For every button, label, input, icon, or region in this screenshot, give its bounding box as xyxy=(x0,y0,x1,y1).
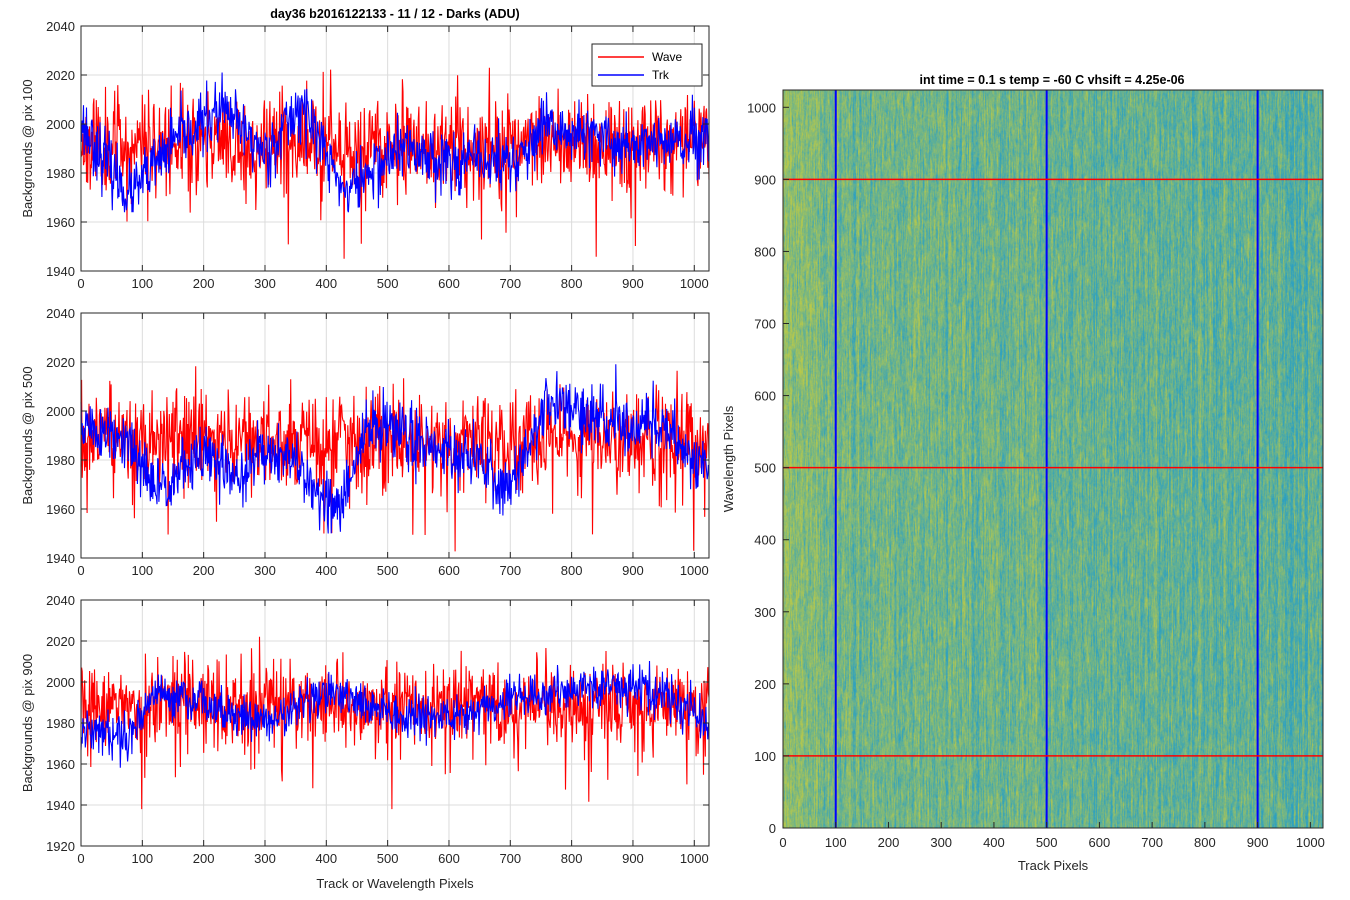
x-tick-label: 100 xyxy=(131,276,153,291)
series-line-trk xyxy=(80,660,710,768)
x-tick-label: 600 xyxy=(438,563,460,578)
x-tick-label: 500 xyxy=(1036,835,1058,850)
line-chart-pix-100: 0 100 200 300 400 500 600 700 800 900 1000 1940 1960… xyxy=(20,19,710,291)
y-tick-label: 2020 xyxy=(46,355,75,370)
y-tick-label: 2040 xyxy=(46,593,75,608)
x-axis-label: Track Pixels xyxy=(1018,858,1089,873)
y-tick-label: 1960 xyxy=(46,757,75,772)
y-tick-label: 100 xyxy=(754,749,776,764)
x-tick-label: 200 xyxy=(193,851,215,866)
x-tick-label: 100 xyxy=(131,563,153,578)
x-tick-label: 500 xyxy=(377,563,399,578)
legend-box xyxy=(591,43,703,87)
axes-frame xyxy=(80,312,710,559)
x-tick-label: 1000 xyxy=(1296,835,1325,850)
legend-label-wave: Wave xyxy=(652,50,683,64)
x-tick-label: 900 xyxy=(1247,835,1269,850)
axes-frame xyxy=(782,89,1324,829)
x-tick-label: 900 xyxy=(622,563,644,578)
x-tick-label: 900 xyxy=(622,851,644,866)
legend-label-trk: Trk xyxy=(652,68,670,82)
x-tick-label: 700 xyxy=(499,276,521,291)
y-tick-label: 2040 xyxy=(46,306,75,321)
heatmap-title: int time = 0.1 s temp = -60 C vhsift = 4… xyxy=(919,73,1184,87)
x-tick-label: 200 xyxy=(878,835,900,850)
x-tick-label: 400 xyxy=(315,563,337,578)
y-tick-label: 2000 xyxy=(46,117,75,132)
y-tick-label: 2020 xyxy=(46,68,75,83)
x-tick-label: 0 xyxy=(77,563,84,578)
x-tick-label: 800 xyxy=(561,276,583,291)
y-tick-label: 2040 xyxy=(46,19,75,34)
y-tick-label: 200 xyxy=(754,677,776,692)
y-tick-label: 1980 xyxy=(46,453,75,468)
axes-frame xyxy=(80,25,710,272)
figure-title: day36 b2016122133 - 11 / 12 - Darks (ADU… xyxy=(270,7,519,21)
y-tick-label: 2020 xyxy=(46,634,75,649)
y-axis-label: Wavelength Pixels xyxy=(721,405,736,512)
x-tick-label: 700 xyxy=(499,563,521,578)
y-tick-label: 500 xyxy=(754,461,776,476)
x-tick-label: 500 xyxy=(377,851,399,866)
y-axis-label: Backgrounds @ pix 900 xyxy=(20,654,35,792)
series-line-trk xyxy=(80,364,710,534)
x-tick-label: 800 xyxy=(561,851,583,866)
x-tick-label: 1000 xyxy=(680,851,709,866)
x-tick-label: 800 xyxy=(561,563,583,578)
x-axis-label: Track or Wavelength Pixels xyxy=(316,876,474,891)
heatmap-image xyxy=(783,90,1323,828)
x-tick-label: 100 xyxy=(131,851,153,866)
line-chart-pix-500: 0 100 200 300 400 500 600 700 800 900 1000 1940 1960… xyxy=(20,306,710,578)
x-tick-label: 300 xyxy=(930,835,952,850)
series-line-trk xyxy=(80,72,710,213)
y-tick-label: 800 xyxy=(754,244,776,259)
y-axis-label: Backgrounds @ pix 500 xyxy=(20,366,35,504)
y-tick-label: 0 xyxy=(769,821,776,836)
y-tick-label: 2000 xyxy=(46,404,75,419)
x-tick-label: 900 xyxy=(622,276,644,291)
y-tick-label: 1000 xyxy=(747,100,776,115)
x-tick-label: 600 xyxy=(438,851,460,866)
x-tick-label: 300 xyxy=(254,563,276,578)
y-tick-label: 1940 xyxy=(46,264,75,279)
x-tick-label: 400 xyxy=(315,276,337,291)
y-tick-label: 1960 xyxy=(46,502,75,517)
x-tick-label: 1000 xyxy=(680,276,709,291)
y-tick-label: 600 xyxy=(754,389,776,404)
y-tick-label: 2000 xyxy=(46,675,75,690)
y-tick-label: 1980 xyxy=(46,716,75,731)
x-tick-label: 700 xyxy=(1141,835,1163,850)
y-tick-label: 1940 xyxy=(46,551,75,566)
y-tick-label: 1920 xyxy=(46,839,75,854)
x-tick-label: 0 xyxy=(77,851,84,866)
x-tick-label: 800 xyxy=(1194,835,1216,850)
x-tick-label: 300 xyxy=(254,276,276,291)
x-tick-label: 400 xyxy=(315,851,337,866)
line-chart-pix-900: 0 100 200 300 400 500 600 700 800 900 1000 1920 1940… xyxy=(20,593,710,891)
x-tick-label: 1000 xyxy=(680,563,709,578)
y-tick-label: 400 xyxy=(754,533,776,548)
y-tick-label: 300 xyxy=(754,605,776,620)
x-tick-label: 100 xyxy=(825,835,847,850)
y-tick-label: 900 xyxy=(754,172,776,187)
x-tick-label: 200 xyxy=(193,563,215,578)
y-tick-label: 1960 xyxy=(46,215,75,230)
y-tick-label: 1980 xyxy=(46,166,75,181)
y-tick-label: 700 xyxy=(754,317,776,332)
x-tick-label: 0 xyxy=(779,835,786,850)
y-axis-label: Backgrounds @ pix 100 xyxy=(20,79,35,217)
heatmap-chart: int time = 0.1 s temp = -60 C vhsift = 4… xyxy=(721,73,1325,873)
x-tick-label: 700 xyxy=(499,851,521,866)
x-tick-label: 600 xyxy=(438,276,460,291)
x-tick-label: 200 xyxy=(193,276,215,291)
x-tick-label: 0 xyxy=(77,276,84,291)
x-tick-label: 300 xyxy=(254,851,276,866)
y-tick-label: 1940 xyxy=(46,798,75,813)
x-tick-label: 600 xyxy=(1089,835,1111,850)
x-tick-label: 500 xyxy=(377,276,399,291)
x-tick-label: 400 xyxy=(983,835,1005,850)
series-line-wave xyxy=(80,636,710,810)
